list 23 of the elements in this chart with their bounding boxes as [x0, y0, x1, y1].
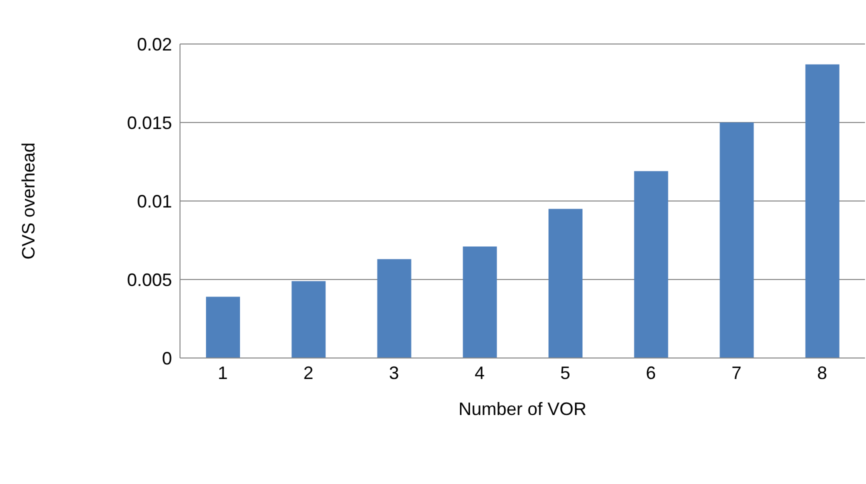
y-tick-label: 0: [162, 348, 172, 368]
bar: [720, 122, 754, 358]
bar: [377, 259, 412, 358]
x-tick-label: 7: [732, 362, 742, 383]
y-axis-title: CVS overhead: [18, 142, 38, 260]
bar: [292, 281, 326, 358]
x-tick-label: 2: [303, 362, 314, 383]
x-tick-label: 6: [646, 362, 656, 383]
bar: [462, 246, 497, 358]
x-axis-title: Number of VOR: [458, 398, 587, 419]
y-tick-label: 0.005: [126, 270, 172, 290]
x-tick-label: 4: [474, 362, 485, 383]
y-tick-label: 0.01: [136, 191, 172, 212]
x-tick-label: 5: [560, 362, 570, 383]
y-tick-label: 0.02: [136, 34, 172, 54]
y-tick-label: 0.015: [126, 112, 172, 133]
bar: [548, 208, 582, 358]
bar: [634, 171, 668, 358]
bar: [206, 296, 240, 358]
x-tick-label: 8: [817, 362, 828, 383]
x-tick-label: 1: [218, 362, 228, 383]
x-tick-label: 3: [389, 362, 400, 383]
bar: [805, 64, 840, 358]
